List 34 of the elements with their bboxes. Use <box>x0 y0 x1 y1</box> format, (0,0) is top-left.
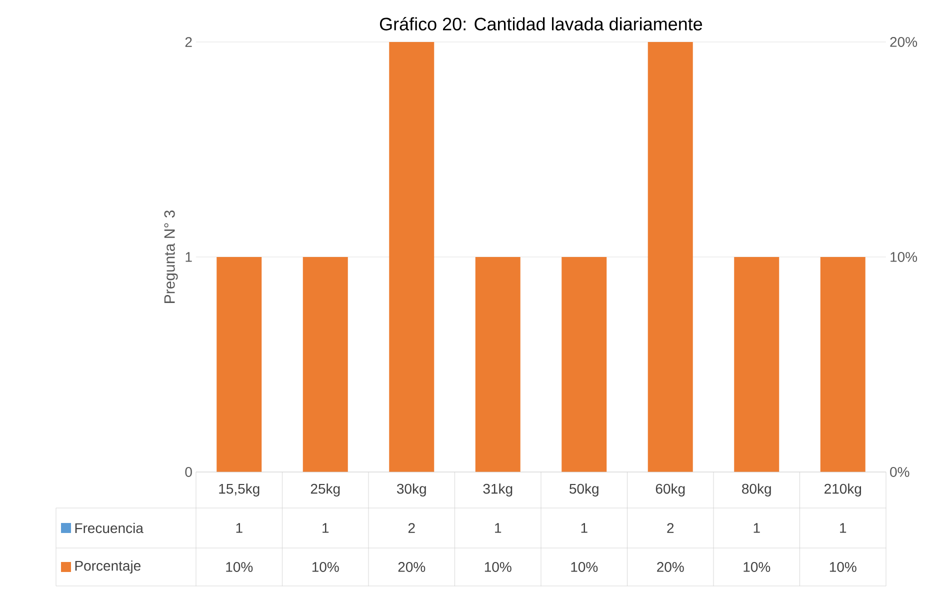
x-tick-label: 31kg <box>483 483 512 497</box>
text: 1 <box>754 523 760 533</box>
y2-tick-label: 10% <box>890 252 918 262</box>
data-label: 10% <box>484 562 512 572</box>
data-label: 20% <box>657 562 684 572</box>
y-tick-label: 1 <box>186 252 192 262</box>
x-tick-label: 30kg <box>396 483 426 497</box>
y-tick-label: 2 <box>185 37 192 47</box>
x-tick-label: 210kg <box>824 483 862 497</box>
y2-tick-label: 20% <box>890 37 918 47</box>
text: 2 <box>408 523 415 533</box>
text: 1 <box>840 523 846 533</box>
data-label: 10% <box>226 562 253 572</box>
text: 1 <box>495 523 502 533</box>
text: 1 <box>236 523 242 533</box>
text: 2 <box>667 523 674 533</box>
chart-title: Gráfico 20: Cantidad lavada diariamente <box>380 17 702 30</box>
text: 1 <box>581 523 588 533</box>
text: 1 <box>322 523 329 533</box>
legend-label: Porcentaje <box>75 560 141 574</box>
data-label: 20% <box>398 562 426 572</box>
y2-tick-label: 0% <box>890 467 910 477</box>
x-tick-label: 50kg <box>570 483 598 497</box>
data-label: 10% <box>830 562 856 572</box>
data-label: 10% <box>744 562 770 572</box>
x-tick-label: 25kg <box>310 483 340 497</box>
legend-label: Frecuencia <box>75 522 144 534</box>
x-tick-label: 15,5kg <box>219 483 260 497</box>
data-label: 10% <box>312 562 339 572</box>
data-label: 10% <box>571 562 598 572</box>
y-tick-label: 0 <box>185 467 192 477</box>
y-axis-title: Pregunta N° 3 <box>164 210 178 303</box>
x-tick-label: 80kg <box>742 483 771 497</box>
x-tick-label: 60kg <box>656 483 685 497</box>
